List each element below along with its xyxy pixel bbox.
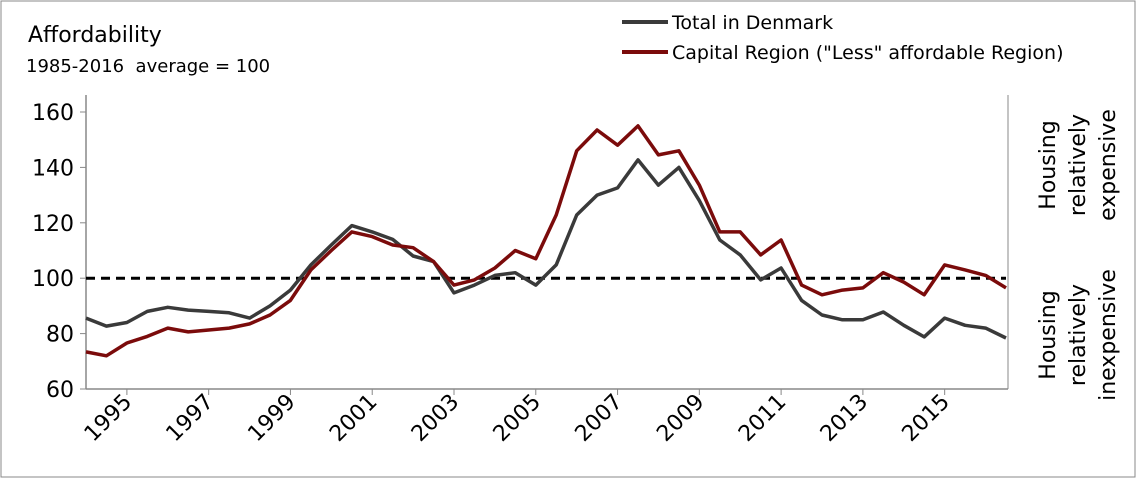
chart-title: Affordability xyxy=(28,23,162,48)
side-annotation: Housing xyxy=(1036,290,1061,379)
side-annotation: Housing xyxy=(1036,120,1061,209)
y-tick-label: 100 xyxy=(32,267,74,292)
side-annotation: inexpensive xyxy=(1096,269,1121,401)
side-annotation: expensive xyxy=(1096,109,1121,221)
series-line xyxy=(85,158,1007,340)
legend-label: Capital Region ("Less" affordable Region… xyxy=(672,42,1063,64)
y-tick-label: 140 xyxy=(32,156,74,181)
chart-subtitle: 1985-2016 average = 100 xyxy=(26,56,270,77)
y-tick-label: 120 xyxy=(32,212,74,237)
y-tick-label: 80 xyxy=(46,323,74,348)
side-annotation: relatively xyxy=(1066,114,1091,216)
legend-label: Total in Denmark xyxy=(671,12,833,34)
side-annotation: relatively xyxy=(1066,284,1091,386)
y-tick-label: 160 xyxy=(32,101,74,126)
series-line xyxy=(85,124,1007,358)
y-tick-label: 60 xyxy=(46,378,74,403)
